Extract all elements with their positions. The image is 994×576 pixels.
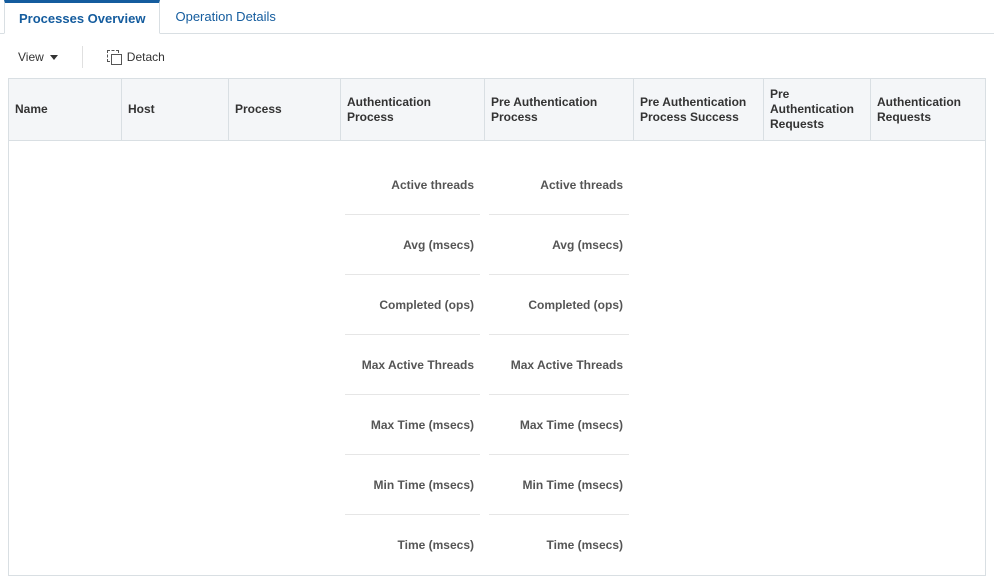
detach-button[interactable]: Detach (107, 50, 165, 64)
metric-label: Avg (msecs) (345, 215, 480, 275)
data-table: Name Host Process Authentication Process… (8, 78, 986, 576)
metric-label: Active threads (489, 155, 629, 215)
column-header-label: Pre Authentication Requests (770, 87, 864, 132)
table-col-pre-auth-process: Active threads Avg (msecs) Completed (op… (485, 141, 634, 575)
table-col-auth-requests (871, 141, 984, 575)
table-col-auth-process: Active threads Avg (msecs) Completed (op… (341, 141, 485, 575)
metric-label: Min Time (msecs) (489, 455, 629, 515)
table-col-process (229, 141, 341, 575)
column-header-label: Pre Authentication Process Success (640, 95, 757, 125)
column-header-auth-requests[interactable]: Authentication Requests (871, 79, 984, 140)
metric-label: Max Active Threads (489, 335, 629, 395)
table-col-name (9, 141, 122, 575)
tab-label: Processes Overview (19, 11, 145, 26)
view-menu-label: View (18, 50, 44, 64)
toolbar-separator (82, 46, 83, 68)
detach-icon (107, 50, 121, 64)
table-col-host (122, 141, 229, 575)
metric-list: Active threads Avg (msecs) Completed (op… (485, 141, 633, 575)
metric-label: Active threads (345, 155, 480, 215)
metric-label: Time (msecs) (489, 515, 629, 575)
column-header-label: Pre Authentication Process (491, 95, 627, 125)
table-body: Active threads Avg (msecs) Completed (op… (9, 141, 985, 575)
column-header-pre-auth-requests[interactable]: Pre Authentication Requests (764, 79, 871, 140)
column-header-label: Name (15, 102, 48, 117)
column-header-pre-auth-success[interactable]: Pre Authentication Process Success (634, 79, 764, 140)
column-header-host[interactable]: Host (122, 79, 229, 140)
tab-label: Operation Details (175, 9, 275, 24)
tab-bar: Processes Overview Operation Details (0, 0, 994, 34)
metric-label: Max Time (msecs) (345, 395, 480, 455)
column-header-label: Host (128, 102, 155, 117)
view-menu[interactable]: View (18, 50, 58, 64)
table-header-row: Name Host Process Authentication Process… (9, 79, 985, 141)
metric-label: Max Time (msecs) (489, 395, 629, 455)
toolbar: View Detach (0, 34, 994, 78)
column-header-label: Authentication Process (347, 95, 478, 125)
metric-label: Time (msecs) (345, 515, 480, 575)
table-col-pre-auth-success (634, 141, 764, 575)
metric-label: Max Active Threads (345, 335, 480, 395)
detach-label: Detach (127, 50, 165, 64)
metric-label: Min Time (msecs) (345, 455, 480, 515)
table-col-pre-auth-requests (764, 141, 871, 575)
metric-label: Completed (ops) (345, 275, 480, 335)
column-header-auth-process[interactable]: Authentication Process (341, 79, 485, 140)
chevron-down-icon (50, 55, 58, 60)
column-header-name[interactable]: Name (9, 79, 122, 140)
metric-label: Completed (ops) (489, 275, 629, 335)
metric-list: Active threads Avg (msecs) Completed (op… (341, 141, 484, 575)
tab-operation-details[interactable]: Operation Details (160, 0, 290, 33)
column-header-label: Authentication Requests (877, 95, 978, 125)
metric-label: Avg (msecs) (489, 215, 629, 275)
column-header-process[interactable]: Process (229, 79, 341, 140)
tab-processes-overview[interactable]: Processes Overview (4, 0, 160, 34)
column-header-pre-auth-process[interactable]: Pre Authentication Process (485, 79, 634, 140)
column-header-label: Process (235, 102, 282, 117)
